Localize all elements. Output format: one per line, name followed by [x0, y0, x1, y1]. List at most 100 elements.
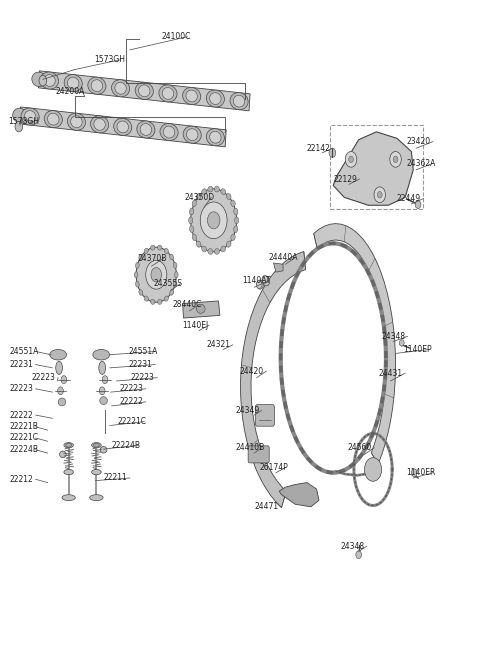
Text: 22224B: 22224B [9, 445, 38, 454]
Ellipse shape [157, 245, 162, 250]
Ellipse shape [215, 187, 219, 192]
Text: 22221B: 22221B [9, 422, 38, 432]
Circle shape [15, 122, 23, 132]
Circle shape [58, 387, 63, 395]
Text: 22231: 22231 [129, 360, 153, 369]
Text: 22221C: 22221C [118, 417, 147, 426]
Ellipse shape [24, 110, 36, 122]
Ellipse shape [189, 217, 193, 224]
Ellipse shape [175, 272, 178, 278]
Ellipse shape [157, 300, 162, 304]
Ellipse shape [64, 470, 73, 475]
Ellipse shape [139, 85, 150, 97]
Ellipse shape [115, 82, 126, 94]
Ellipse shape [88, 77, 106, 94]
Ellipse shape [182, 87, 201, 104]
Ellipse shape [192, 200, 197, 206]
Ellipse shape [21, 108, 39, 125]
Circle shape [256, 281, 262, 288]
Text: 23420: 23420 [407, 137, 431, 146]
Text: 22142: 22142 [306, 144, 330, 152]
Circle shape [399, 340, 404, 346]
Ellipse shape [173, 281, 177, 287]
Ellipse shape [151, 245, 155, 250]
Text: 22231: 22231 [9, 360, 33, 369]
Text: 24355S: 24355S [154, 279, 183, 288]
Circle shape [99, 387, 105, 395]
Text: 24431: 24431 [379, 369, 403, 378]
Ellipse shape [227, 193, 231, 200]
Text: 24349: 24349 [235, 406, 260, 415]
Ellipse shape [186, 90, 197, 102]
Circle shape [61, 376, 67, 384]
Ellipse shape [114, 118, 132, 135]
Text: 24200A: 24200A [56, 87, 85, 96]
Ellipse shape [144, 248, 148, 254]
Ellipse shape [160, 124, 178, 141]
Text: 22223: 22223 [131, 373, 155, 382]
Text: 22211: 22211 [104, 474, 127, 482]
Text: 24410B: 24410B [235, 443, 264, 452]
Circle shape [345, 152, 357, 168]
Ellipse shape [60, 451, 66, 458]
Ellipse shape [94, 443, 99, 447]
Ellipse shape [91, 79, 103, 91]
Ellipse shape [92, 470, 101, 475]
Ellipse shape [135, 262, 139, 268]
Circle shape [364, 458, 382, 482]
Circle shape [257, 280, 264, 289]
Ellipse shape [94, 118, 105, 130]
Circle shape [411, 469, 417, 477]
Ellipse shape [173, 262, 177, 268]
Polygon shape [38, 71, 250, 111]
Text: 22129: 22129 [333, 175, 357, 183]
Ellipse shape [117, 121, 129, 133]
Ellipse shape [44, 110, 62, 127]
Ellipse shape [233, 95, 245, 107]
Text: 24362A: 24362A [407, 159, 436, 168]
Ellipse shape [206, 90, 225, 107]
Ellipse shape [231, 234, 235, 240]
Text: 24560: 24560 [348, 443, 372, 452]
Ellipse shape [183, 126, 201, 143]
Text: 1140EP: 1140EP [403, 345, 432, 354]
Polygon shape [19, 107, 226, 147]
Ellipse shape [230, 93, 248, 110]
Ellipse shape [62, 495, 75, 501]
Ellipse shape [100, 397, 108, 405]
Ellipse shape [221, 246, 226, 252]
Text: 22222: 22222 [9, 411, 33, 420]
Ellipse shape [208, 248, 213, 254]
Ellipse shape [190, 226, 194, 233]
Ellipse shape [221, 189, 226, 194]
Ellipse shape [99, 361, 106, 374]
Ellipse shape [40, 72, 59, 89]
Ellipse shape [135, 82, 153, 99]
Ellipse shape [196, 241, 201, 247]
Ellipse shape [139, 254, 143, 260]
Text: 24370B: 24370B [137, 254, 167, 263]
Ellipse shape [196, 193, 201, 200]
Polygon shape [314, 223, 396, 464]
Circle shape [356, 551, 361, 558]
Circle shape [329, 148, 336, 158]
Ellipse shape [134, 272, 138, 278]
Ellipse shape [50, 350, 67, 360]
Ellipse shape [196, 304, 205, 313]
Ellipse shape [227, 241, 231, 247]
Ellipse shape [186, 129, 198, 141]
Ellipse shape [64, 74, 82, 91]
Ellipse shape [135, 281, 139, 287]
Text: 1140AT: 1140AT [242, 276, 271, 285]
Circle shape [263, 277, 270, 286]
Ellipse shape [64, 443, 73, 448]
Ellipse shape [234, 226, 238, 233]
Circle shape [39, 76, 47, 86]
Polygon shape [279, 483, 319, 507]
Ellipse shape [210, 93, 221, 104]
Ellipse shape [137, 121, 155, 138]
Ellipse shape [164, 248, 168, 254]
Ellipse shape [169, 254, 174, 260]
Text: 1140ER: 1140ER [407, 468, 436, 477]
Ellipse shape [190, 208, 194, 215]
